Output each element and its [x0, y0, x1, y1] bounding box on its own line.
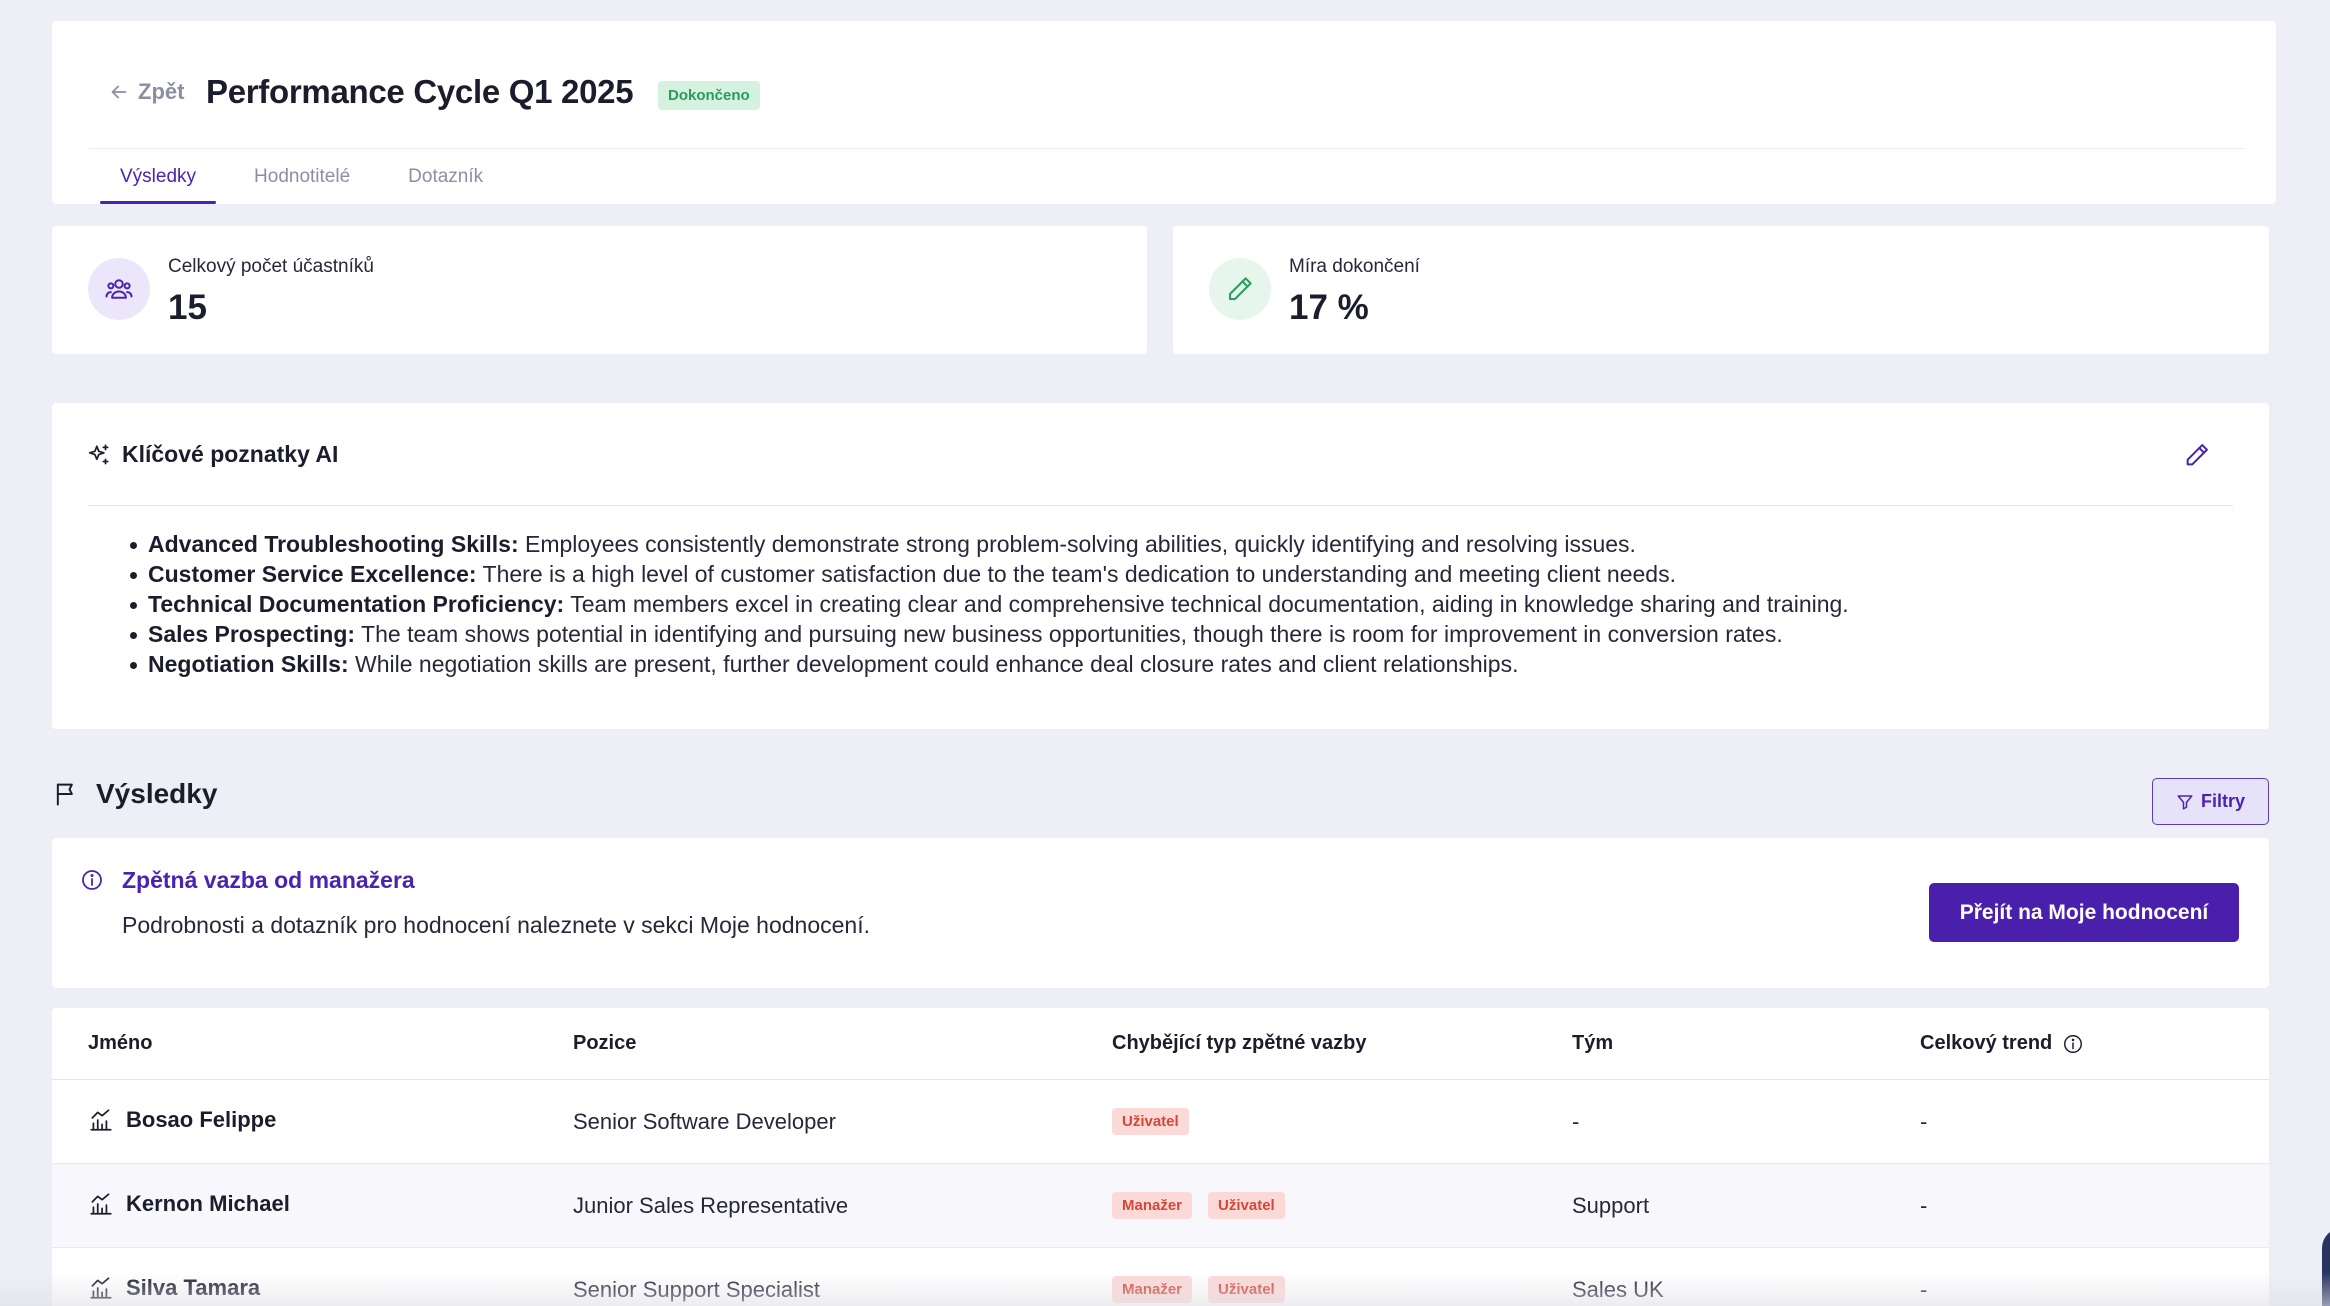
column-header-name[interactable]: Jméno [88, 1032, 153, 1054]
ai-insights-title: Klíčové poznatky AI [122, 441, 339, 467]
chart-icon [90, 1109, 112, 1131]
header-divider [88, 148, 2244, 149]
table-row[interactable]: Kernon Michael Junior Sales Representati… [52, 1164, 2269, 1248]
arrow-left-icon [111, 85, 127, 99]
list-item: Sales Prospecting: The team shows potent… [130, 619, 1849, 649]
insight-text: While negotiation skills are present, fu… [348, 651, 1519, 677]
results-table: Jméno Pozice Chybějící typ zpětné vazby … [52, 1008, 2269, 1306]
pencil-icon [1209, 258, 1271, 320]
ai-insights-header: Klíčové poznatky AI [86, 441, 338, 468]
tag-manager: Manažer [1112, 1192, 1193, 1219]
table-row[interactable]: Bosao Felippe Senior Software Developer … [52, 1080, 2269, 1164]
column-header-trend[interactable]: Celkový trend [1920, 1032, 2084, 1055]
stat-card-participants: Celkový počet účastníků 15 [52, 226, 1147, 354]
header-card: Zpět Performance Cycle Q1 2025 Dokončeno… [52, 21, 2276, 204]
employee-team: Support [1572, 1193, 1650, 1218]
ai-insights-list: Advanced Troubleshooting Skills: Employe… [130, 529, 1849, 679]
employee-team: Sales UK [1572, 1277, 1664, 1302]
feedback-text: Podrobnosti a dotazník pro hodnocení nal… [122, 912, 870, 938]
column-header-missing-feedback[interactable]: Chybějící typ zpětné vazby [1112, 1032, 1367, 1054]
info-icon[interactable] [2062, 1033, 2084, 1055]
insight-text: Team members excel in creating clear and… [564, 591, 1849, 617]
stat-label: Míra dokončení [1289, 256, 1420, 277]
stat-value: 17 % [1289, 288, 1369, 327]
results-title: Výsledky [96, 778, 218, 809]
insight-text: The team shows potential in identifying … [355, 621, 1783, 647]
tag-user: Uživatel [1112, 1108, 1189, 1135]
flag-icon [56, 783, 73, 806]
column-header-team[interactable]: Tým [1572, 1032, 1614, 1054]
insight-term: Advanced Troubleshooting Skills: [148, 531, 519, 557]
tab-evaluators[interactable]: Hodnotitelé [254, 166, 351, 187]
insight-term: Technical Documentation Proficiency: [148, 591, 565, 617]
stat-label: Celkový počet účastníků [168, 256, 374, 277]
back-link[interactable]: Zpět [108, 79, 184, 105]
employee-position: Senior Support Specialist [573, 1277, 821, 1302]
filter-button[interactable]: Filtry [2152, 778, 2269, 825]
list-item: Negotiation Skills: While negotiation sk… [130, 649, 1849, 679]
list-item: Technical Documentation Proficiency: Tea… [130, 589, 1849, 619]
employee-team: - [1572, 1109, 1580, 1134]
page-title: Performance Cycle Q1 2025 [206, 73, 634, 110]
tag-user: Uživatel [1208, 1276, 1285, 1303]
insight-text: Employees consistently demonstrate stron… [518, 531, 1636, 557]
table-row[interactable]: Silva Tamara Senior Support Specialist M… [52, 1248, 2269, 1306]
list-item: Advanced Troubleshooting Skills: Employe… [130, 529, 1849, 559]
tag-manager: Manažer [1112, 1276, 1193, 1303]
tab-questionnaire[interactable]: Dotazník [408, 166, 484, 187]
tab-results[interactable]: Výsledky [100, 149, 217, 204]
insight-term: Negotiation Skills: [148, 651, 349, 677]
chart-icon [90, 1193, 112, 1215]
tag-user: Uživatel [1208, 1192, 1285, 1219]
employee-name[interactable]: Bosao Felippe [88, 1107, 276, 1133]
manager-feedback-card: Zpětná vazba od manažera Podrobnosti a d… [52, 838, 2269, 988]
sparkles-icon [88, 443, 109, 465]
users-icon [88, 258, 150, 320]
info-icon [82, 870, 102, 890]
feedback-title: Zpětná vazba od manažera [122, 867, 415, 893]
filter-label: Filtry [2200, 791, 2245, 811]
edit-icon[interactable] [2183, 441, 2211, 469]
go-to-my-reviews-button[interactable]: Přejít na Moje hodnocení [1929, 883, 2239, 942]
column-header-position[interactable]: Pozice [573, 1032, 637, 1054]
tab-bar: Výsledky Hodnotitelé Dotazník [100, 149, 521, 204]
chart-icon [90, 1277, 112, 1299]
missing-feedback-tags: Uživatel [1112, 1108, 1189, 1135]
insight-text: There is a high level of customer satisf… [476, 561, 1676, 587]
employee-position: Senior Software Developer [573, 1109, 836, 1134]
list-item: Customer Service Excellence: There is a … [130, 559, 1849, 589]
insight-term: Customer Service Excellence: [148, 561, 477, 587]
chat-widget-button[interactable] [2322, 1228, 2330, 1306]
insight-term: Sales Prospecting: [148, 621, 356, 647]
employee-position: Junior Sales Representative [573, 1193, 849, 1218]
missing-feedback-tags: Manažer Uživatel [1112, 1192, 1285, 1219]
table-header: Jméno Pozice Chybějící typ zpětné vazby … [52, 1008, 2269, 1080]
filter-icon [2177, 794, 2193, 809]
employee-trend: - [1920, 1109, 1928, 1134]
employee-name[interactable]: Kernon Michael [88, 1191, 290, 1217]
back-label: Zpět [138, 79, 185, 104]
employee-trend: - [1920, 1277, 1928, 1302]
employee-name[interactable]: Silva Tamara [88, 1275, 260, 1301]
missing-feedback-tags: Manažer Uživatel [1112, 1276, 1285, 1303]
results-section-title: Výsledky [52, 778, 217, 810]
status-badge: Dokončeno [658, 81, 760, 110]
ai-insights-card: Klíčové poznatky AI Advanced Troubleshoo… [52, 403, 2269, 729]
stat-value: 15 [168, 288, 207, 327]
employee-trend: - [1920, 1193, 1928, 1218]
divider [88, 505, 2233, 506]
stat-card-completion: Míra dokončení 17 % [1173, 226, 2269, 354]
